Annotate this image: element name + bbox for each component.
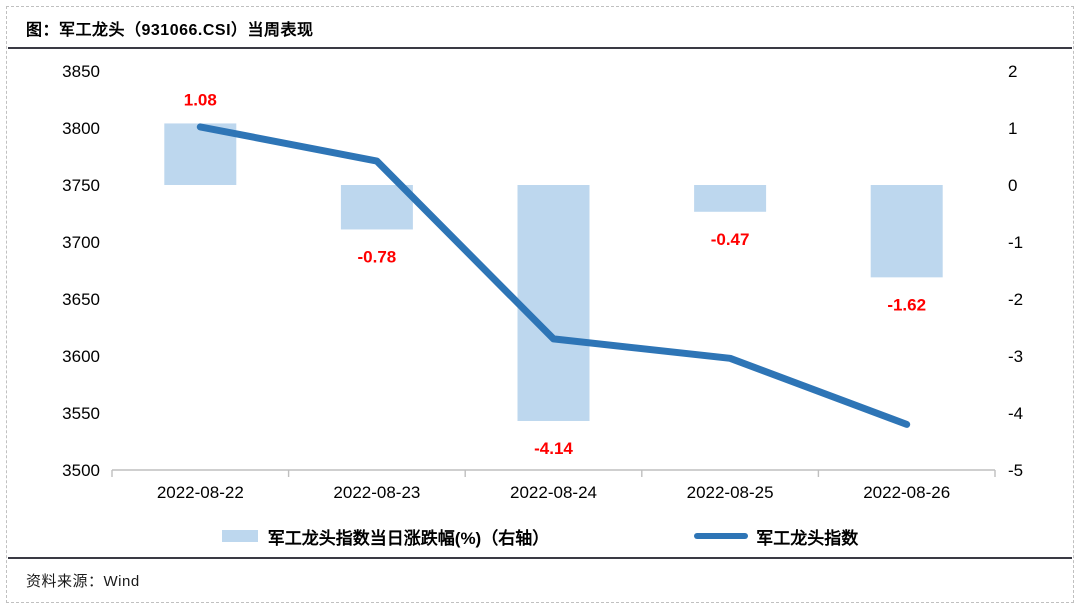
right-axis-tick-label: -4 xyxy=(1008,404,1023,423)
title-divider xyxy=(8,47,1072,49)
left-axis-tick-label: 3650 xyxy=(62,290,100,309)
legend-item-bar-series: 军工龙头指数当日涨跌幅(%)（右轴） xyxy=(221,524,550,549)
bar-2022-08-24 xyxy=(517,185,590,421)
left-axis-tick-label: 3750 xyxy=(62,176,100,195)
left-axis-tick-label: 3700 xyxy=(62,233,100,252)
bar-2022-08-23 xyxy=(340,185,413,230)
left-axis-tick-label: 3550 xyxy=(62,404,100,423)
x-axis-category-label: 2022-08-26 xyxy=(863,483,950,502)
legend-label-line-series: 军工龙头指数 xyxy=(756,528,859,548)
bar-2022-08-25 xyxy=(694,185,767,212)
index-line-series xyxy=(196,123,911,428)
legend-label-bar-series: 军工龙头指数当日涨跌幅(%)（右轴） xyxy=(267,528,550,548)
right-axis-tick-label: -5 xyxy=(1008,461,1023,480)
right-axis-tick-label: -2 xyxy=(1008,290,1023,309)
bar-data-label: -1.62 xyxy=(887,295,926,314)
right-axis-tick-label: -1 xyxy=(1008,233,1023,252)
right-axis-tick-label: 1 xyxy=(1008,119,1017,138)
left-axis-tick-label: 3500 xyxy=(62,461,100,480)
right-axis-tick-label: 2 xyxy=(1008,62,1017,81)
x-axis-category-label: 2022-08-22 xyxy=(157,483,244,502)
bar-data-label: 1.08 xyxy=(184,90,217,109)
left-axis-tick-label: 3800 xyxy=(62,119,100,138)
x-axis-category-label: 2022-08-24 xyxy=(510,483,597,502)
legend-item-line-series: 军工龙头指数 xyxy=(694,524,858,549)
left-axis-tick-label: 3850 xyxy=(62,62,100,81)
combo-chart: 3850 3800 3750 3700 3650 3600 3550 3500 2 1 0 -1 -2 -… xyxy=(0,50,1080,515)
bar-data-label: -4.14 xyxy=(534,439,573,458)
data-source: 资料来源：Wind xyxy=(26,573,140,590)
bar-2022-08-26 xyxy=(870,185,943,278)
bar-data-label: -0.78 xyxy=(358,247,397,266)
left-axis-tick-label: 3600 xyxy=(62,347,100,366)
bar-series-swatch xyxy=(221,530,258,542)
footer-divider xyxy=(8,557,1072,559)
line-series-swatch xyxy=(694,533,749,539)
chart-canvas: 3850 3800 3750 3700 3650 3600 3550 3500 2 1 0 -1 -2 -… xyxy=(62,62,1023,502)
figure-title: 图：军工龙头（931066.CSI）当周表现 xyxy=(26,22,314,39)
bar-data-label: -0.47 xyxy=(711,230,750,249)
x-axis-category-label: 2022-08-25 xyxy=(687,483,774,502)
x-axis-category-label: 2022-08-23 xyxy=(333,483,420,502)
right-axis-tick-label: 0 xyxy=(1008,176,1017,195)
right-axis-tick-label: -3 xyxy=(1008,347,1023,366)
chart-legend: 军工龙头指数当日涨跌幅(%)（右轴） 军工龙头指数 xyxy=(0,516,1080,556)
